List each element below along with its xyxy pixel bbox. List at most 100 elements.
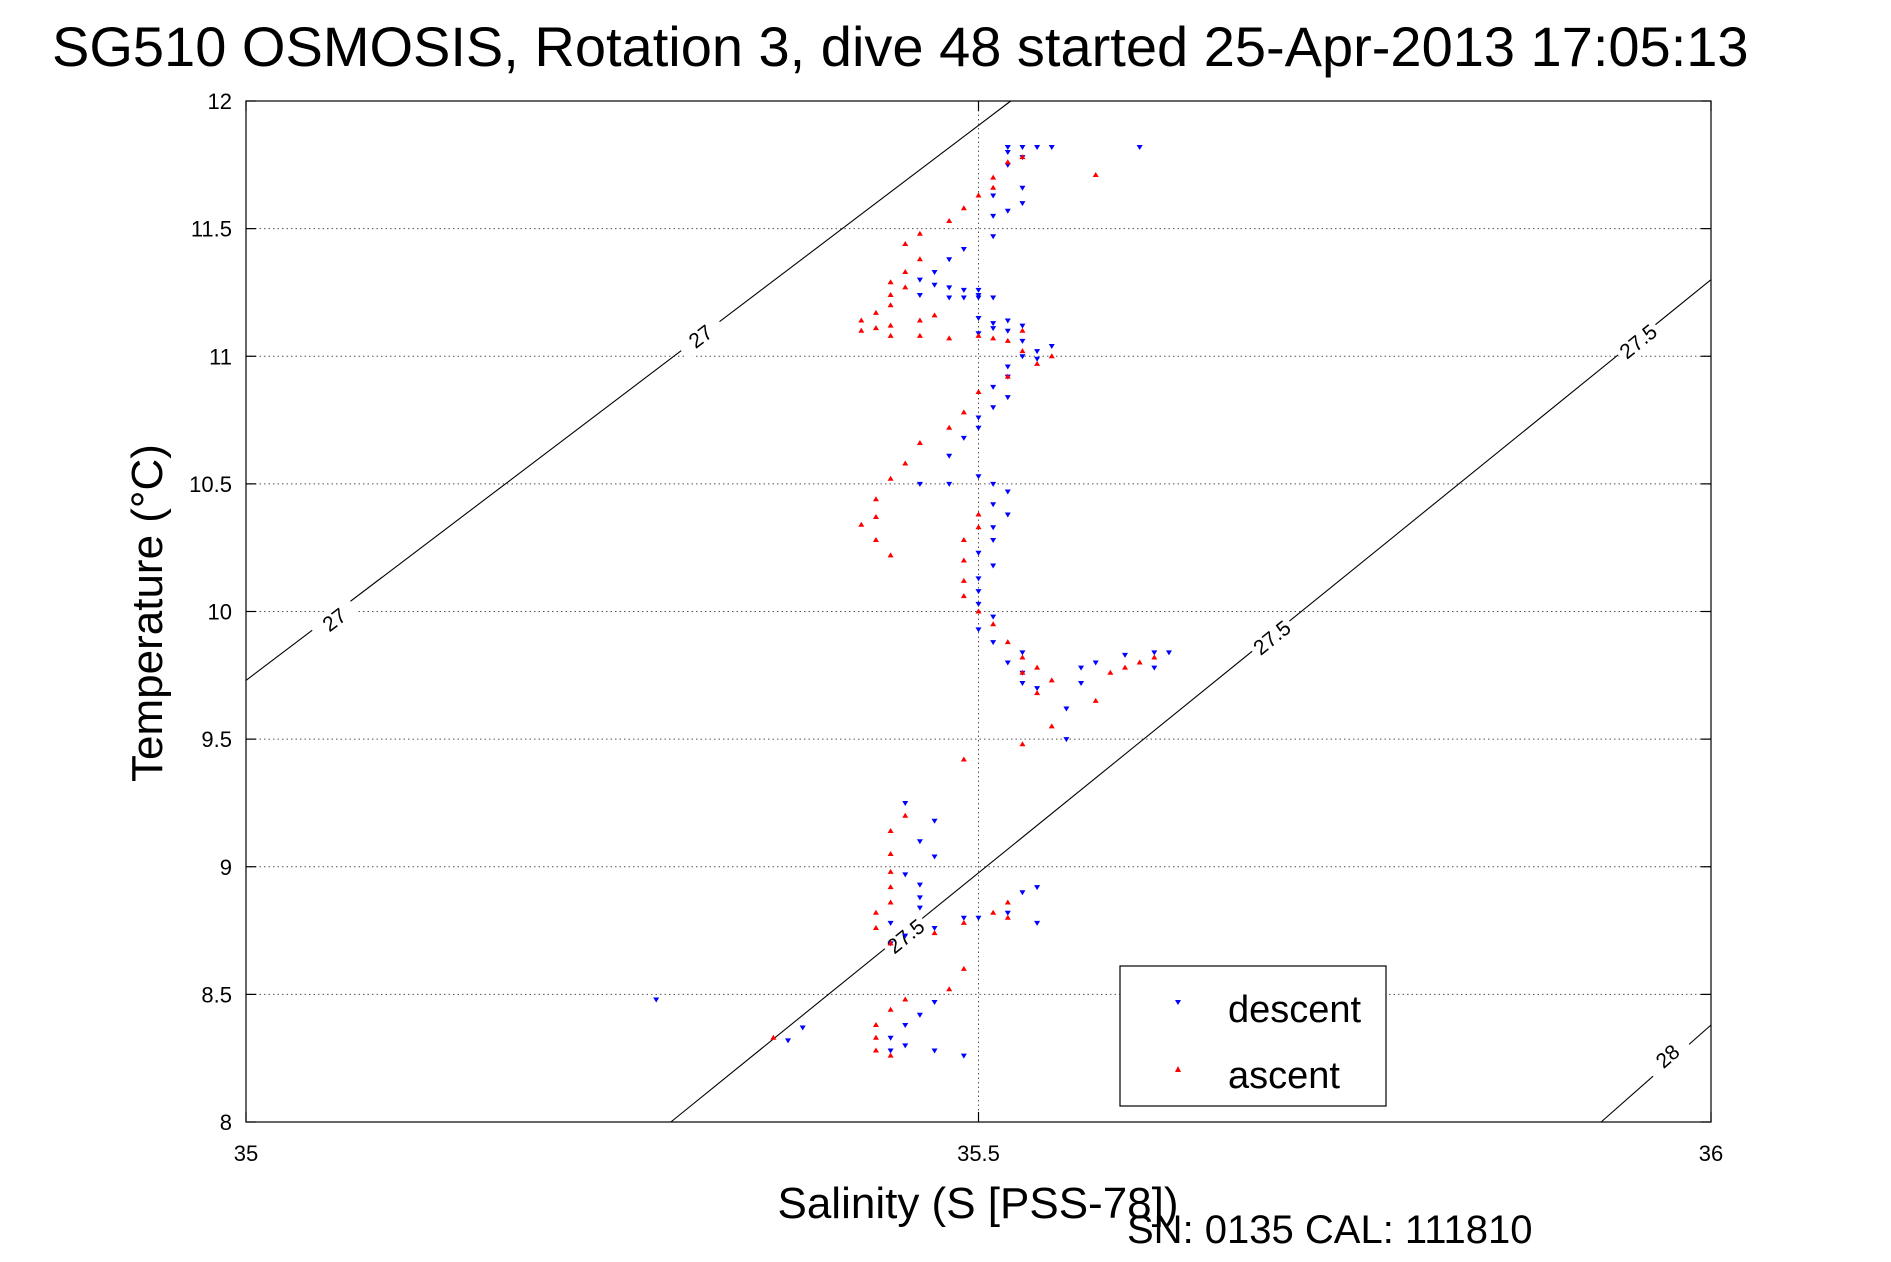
descent-point xyxy=(1165,650,1172,656)
ascent-point xyxy=(872,1034,879,1040)
ascent-point xyxy=(946,335,953,341)
ascent-point xyxy=(902,996,909,1002)
ascent-point xyxy=(960,593,967,599)
x-axis-label: Salinity (S [PSS-78]) xyxy=(777,1179,1178,1228)
ascent-point xyxy=(990,909,997,915)
ascent-point xyxy=(1019,327,1026,333)
contour-line xyxy=(245,100,1012,681)
ascent-point xyxy=(887,279,894,285)
ascent-point xyxy=(902,269,909,275)
descent-point xyxy=(1019,185,1026,191)
y-tick-label: 9 xyxy=(220,855,232,880)
ascent-point xyxy=(902,460,909,466)
descent-point xyxy=(931,270,938,276)
ascent-point xyxy=(946,424,953,430)
descent-point xyxy=(916,882,923,888)
descent-point xyxy=(902,800,909,806)
ascent-point xyxy=(887,828,894,834)
contour-line xyxy=(670,279,1712,1123)
ascent-point xyxy=(887,884,894,890)
legend-descent-label: descent xyxy=(1228,989,1362,1031)
x-tick-label: 35 xyxy=(234,1141,258,1166)
y-tick-labels: 8 8.5 9 9.5 10 10.5 11 11.5 12 xyxy=(189,89,232,1135)
descent-point xyxy=(1019,890,1026,896)
ascent-point xyxy=(887,868,894,874)
descent-point xyxy=(1019,201,1026,207)
ascent-point xyxy=(858,521,865,527)
ascent-point xyxy=(872,537,879,543)
descent-point xyxy=(990,295,997,301)
ascent-point xyxy=(1004,159,1011,165)
descent-point xyxy=(960,1053,967,1059)
ascent-point xyxy=(960,557,967,563)
ascent-point xyxy=(916,256,923,262)
ascent-point xyxy=(1019,348,1026,354)
descent-point xyxy=(1034,686,1041,692)
descent-point xyxy=(990,384,997,390)
legend-descent-marker xyxy=(1175,1000,1181,1005)
y-tick-label: 12 xyxy=(208,89,232,114)
ascent-point xyxy=(946,986,953,992)
descent-point xyxy=(1078,680,1085,686)
descent-point xyxy=(653,997,660,1003)
descent-point xyxy=(916,905,923,911)
descent-point xyxy=(1004,395,1011,401)
axis-ticks xyxy=(245,100,1712,1123)
ascent-point xyxy=(1004,914,1011,920)
ascent-point xyxy=(975,511,982,517)
y-axis-label: Temperature (°C) xyxy=(123,444,172,782)
ascent-point xyxy=(931,312,938,318)
ascent-point xyxy=(887,899,894,905)
ascent-point xyxy=(1034,664,1041,670)
descent-point xyxy=(975,576,982,582)
descent-point xyxy=(931,1000,938,1006)
descent-point xyxy=(946,295,953,301)
ascent-point xyxy=(960,409,967,415)
y-tick-label: 8.5 xyxy=(201,982,232,1007)
legend-ascent-label: ascent xyxy=(1228,1055,1340,1097)
ascent-point xyxy=(770,1034,777,1040)
calibration-footer: SN: 0135 CAL: 111810 xyxy=(1127,1208,1533,1252)
ascent-point xyxy=(1151,654,1158,660)
ascent-point xyxy=(872,309,879,315)
descent-point xyxy=(1004,660,1011,666)
descent-point xyxy=(1004,364,1011,370)
legend-box xyxy=(1119,965,1387,1107)
descent-point xyxy=(975,415,982,421)
y-tick-label: 11.5 xyxy=(191,217,232,242)
ascent-point xyxy=(887,1006,894,1012)
y-tick-label: 8 xyxy=(220,1110,232,1135)
ascent-point xyxy=(960,965,967,971)
legend: descent ascent xyxy=(1119,965,1387,1107)
ascent-point xyxy=(872,1022,879,1028)
ascent-point xyxy=(960,205,967,211)
ascent-point xyxy=(960,756,967,762)
ascent-point xyxy=(1048,723,1055,729)
descent-point xyxy=(990,640,997,646)
ascent-point xyxy=(1048,353,1055,359)
descent-point xyxy=(1019,144,1026,150)
descent-point xyxy=(975,550,982,556)
descent-point xyxy=(1034,885,1041,891)
descent-point xyxy=(990,321,997,327)
descent-point xyxy=(902,933,909,939)
descent-point xyxy=(960,435,967,441)
descent-point xyxy=(931,818,938,824)
descent-point xyxy=(785,1038,792,1044)
ascent-point xyxy=(887,302,894,308)
descent-point xyxy=(975,315,982,321)
ascent-point xyxy=(1107,669,1114,675)
descent-point xyxy=(990,481,997,487)
descent-point xyxy=(1019,354,1026,360)
ascent-point xyxy=(1122,664,1128,670)
descent-point xyxy=(1034,349,1041,355)
descent-point xyxy=(946,285,953,291)
descent-point xyxy=(902,872,909,878)
ascent-point xyxy=(975,192,982,198)
ascent-point xyxy=(990,621,997,627)
descent-point xyxy=(1004,208,1011,214)
ascent-point xyxy=(1136,659,1143,665)
descent-point xyxy=(1004,144,1011,150)
ascent-point xyxy=(872,325,879,331)
